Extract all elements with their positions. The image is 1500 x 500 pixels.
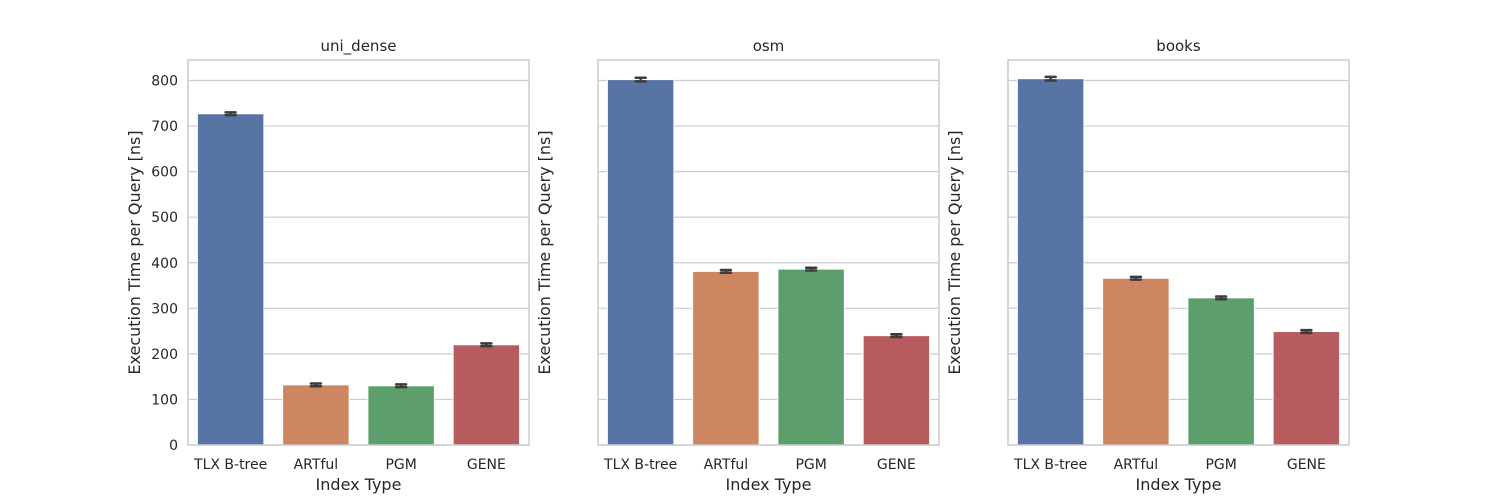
axes-frame <box>187 59 530 446</box>
x-tick-label: ARTful <box>704 457 749 473</box>
subplot-2: TLX B-tree ARTful PGM GENE books Index Type Ex… <box>945 37 1350 494</box>
chart-title: books <box>1156 37 1201 55</box>
bar <box>862 335 931 446</box>
bar <box>452 344 521 446</box>
y-tick-label: 400 <box>151 256 178 272</box>
bar <box>1102 277 1170 446</box>
x-tick-label: ARTful <box>1114 457 1159 473</box>
x-tick-label: GENE <box>877 457 916 473</box>
x-tick-label: GENE <box>1287 457 1326 473</box>
y-axis-label: Execution Time per Query [ns] <box>535 130 554 374</box>
x-tick-label: TLX B-tree <box>193 457 267 473</box>
x-axis-label: Index Type <box>1136 475 1222 494</box>
subplot-0: TLX B-tree ARTful PGM GENE 0 100 200 300 400 500 6… <box>125 37 530 494</box>
bar <box>196 113 265 446</box>
axes-frame <box>1007 59 1350 446</box>
chart-title: osm <box>753 37 785 55</box>
bar <box>606 79 675 446</box>
x-tick-label: PGM <box>795 457 826 473</box>
bar <box>282 384 350 446</box>
y-tick-label: 500 <box>151 210 178 226</box>
x-tick-label: TLX B-tree <box>1013 457 1087 473</box>
y-tick-label: 600 <box>151 165 178 181</box>
bar <box>777 268 845 446</box>
y-axis-label: Execution Time per Query [ns] <box>125 130 144 374</box>
bar <box>1272 331 1341 446</box>
y-tick-label: 100 <box>151 392 178 408</box>
x-tick-label: GENE <box>467 457 506 473</box>
x-axis-label: Index Type <box>316 475 402 494</box>
chart-title: uni_dense <box>321 37 397 56</box>
y-axis-label: Execution Time per Query [ns] <box>945 130 964 374</box>
x-axis-label: Index Type <box>726 475 812 494</box>
y-tick-label: 200 <box>151 347 178 363</box>
y-tick-label: 700 <box>151 119 178 135</box>
x-tick-label: TLX B-tree <box>603 457 677 473</box>
y-tick-label: 0 <box>169 438 178 454</box>
bar <box>692 270 760 446</box>
subplot-1: TLX B-tree ARTful PGM GENE osm Index Type Exec… <box>535 37 940 494</box>
x-tick-label: PGM <box>385 457 416 473</box>
bar <box>367 385 435 446</box>
x-tick-label: PGM <box>1205 457 1236 473</box>
x-tick-label: ARTful <box>294 457 339 473</box>
y-tick-label: 300 <box>151 301 178 317</box>
bar <box>1187 297 1255 446</box>
bar <box>1016 78 1085 446</box>
axes-frame <box>597 59 940 446</box>
y-tick-label: 800 <box>151 74 178 90</box>
